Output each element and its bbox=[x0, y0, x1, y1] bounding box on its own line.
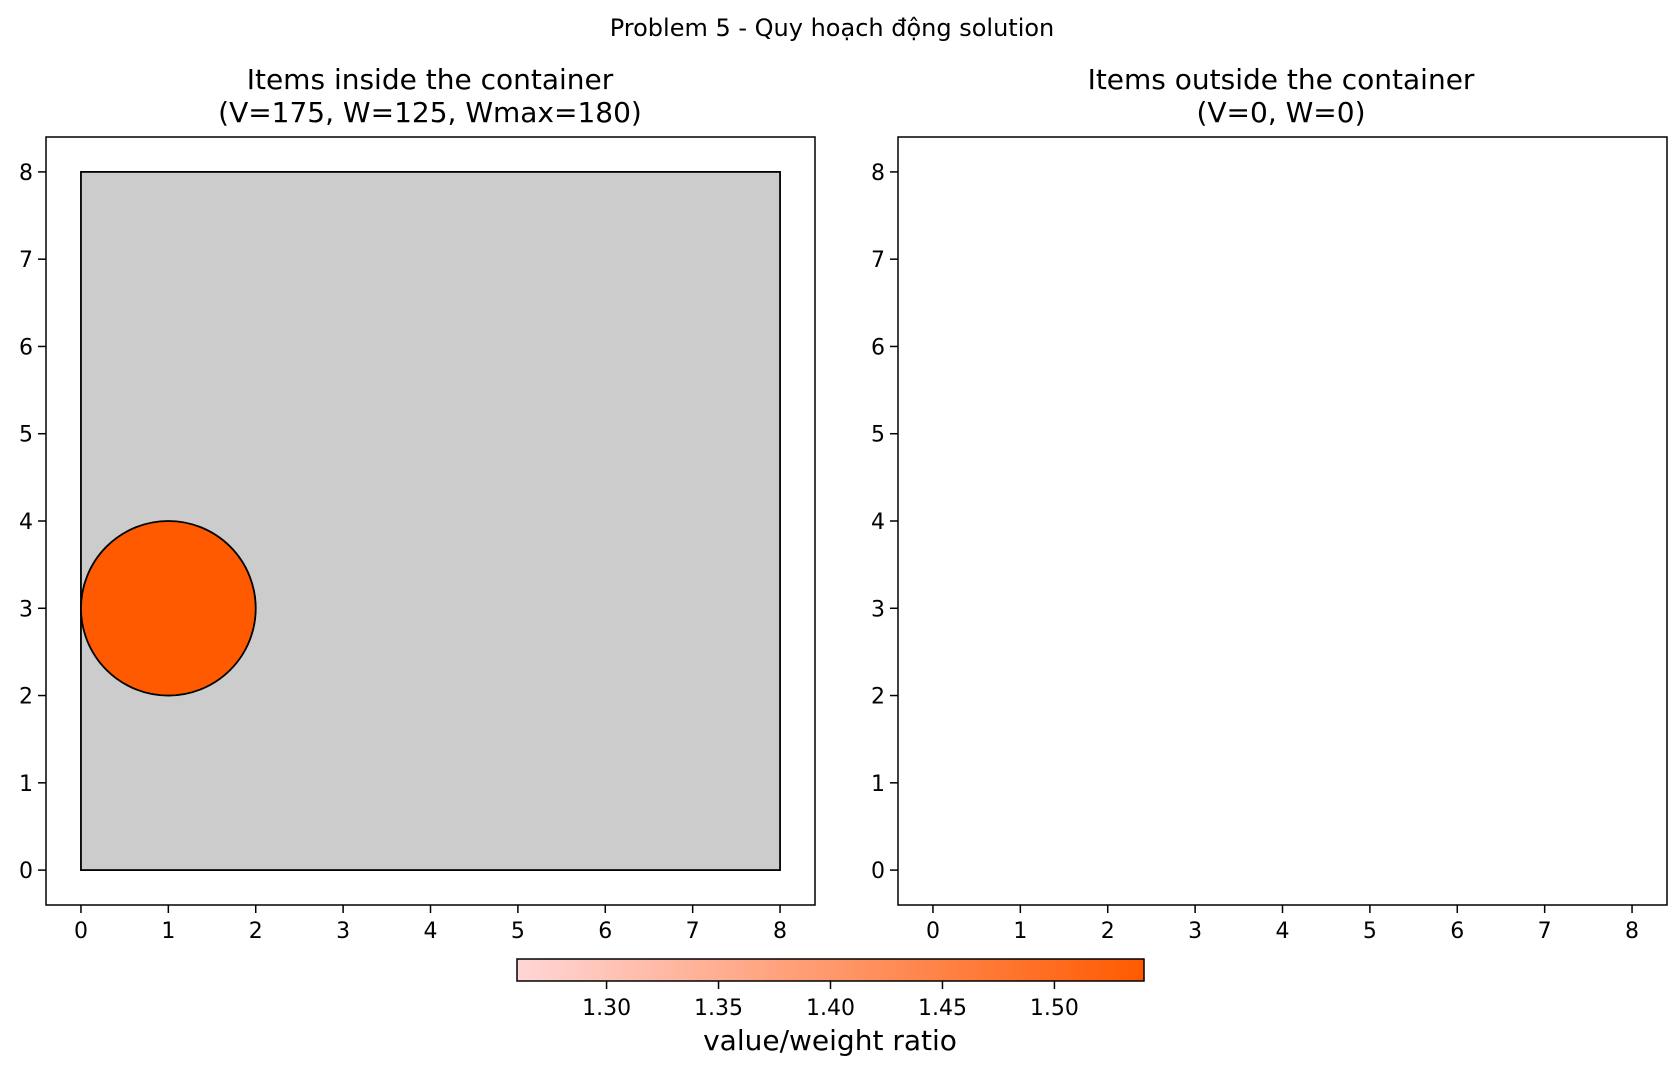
x-tick-label: 5 bbox=[1363, 919, 1377, 944]
plot-area-outside: 0 1 2 3 4 5 6 7 8 0 1 2 3 4 5 6 7 8 bbox=[871, 136, 1668, 944]
x-tick-label: 4 bbox=[424, 919, 438, 944]
x-tick-label: 8 bbox=[773, 919, 787, 944]
x-tick-label: 0 bbox=[926, 919, 940, 944]
container-rect bbox=[80, 171, 781, 871]
y-tick-label: 5 bbox=[19, 423, 33, 448]
y-tick-label: 8 bbox=[871, 161, 885, 186]
x-tick-label: 7 bbox=[1538, 919, 1552, 944]
x-tick-label: 6 bbox=[1450, 919, 1464, 944]
y-tick-label: 7 bbox=[871, 248, 885, 273]
item-circle bbox=[80, 520, 257, 697]
y-tick-label: 3 bbox=[871, 597, 885, 622]
colorbar-tick-label: 1.45 bbox=[918, 996, 967, 1021]
panel-outside-title-line1: Items outside the container bbox=[1088, 63, 1475, 96]
x-tick-label: 2 bbox=[1101, 919, 1115, 944]
y-tick-label: 2 bbox=[871, 685, 885, 710]
axes-frame bbox=[897, 136, 1668, 906]
y-tick-label: 4 bbox=[19, 510, 33, 535]
y-tick-label: 2 bbox=[19, 685, 33, 710]
colorbar-ticks: 1.30 1.35 1.40 1.45 1.50 bbox=[582, 981, 1079, 1021]
x-tick-label: 8 bbox=[1625, 919, 1639, 944]
x-tick-label: 3 bbox=[336, 919, 350, 944]
x-tick-label: 6 bbox=[598, 919, 612, 944]
y-tick-label: 6 bbox=[19, 335, 33, 360]
colorbar-gradient bbox=[516, 958, 1145, 982]
colorbar-tick-label: 1.40 bbox=[806, 996, 855, 1021]
plot-area-inside: 0 1 2 3 4 5 6 7 8 0 1 2 3 4 5 6 7 8 bbox=[19, 136, 816, 944]
panel-inside: Items inside the container (V=175, W=125… bbox=[19, 63, 816, 944]
x-tick-label: 0 bbox=[74, 919, 88, 944]
y-tick-label: 0 bbox=[19, 859, 33, 884]
y-tick-label: 0 bbox=[871, 859, 885, 884]
y-tick-label: 7 bbox=[19, 248, 33, 273]
x-tick-label: 1 bbox=[1013, 919, 1027, 944]
colorbar-tick-label: 1.35 bbox=[694, 996, 743, 1021]
panel-outside-title-line2: (V=0, W=0) bbox=[1196, 96, 1365, 129]
y-tick-label: 5 bbox=[871, 423, 885, 448]
colorbar-label: value/weight ratio bbox=[703, 1024, 957, 1057]
y-tick-label: 4 bbox=[871, 510, 885, 535]
x-tick-label: 5 bbox=[511, 919, 525, 944]
y-tick-label: 1 bbox=[871, 772, 885, 797]
colorbar-tick-label: 1.30 bbox=[582, 996, 631, 1021]
x-tick-label: 4 bbox=[1276, 919, 1290, 944]
colorbar: 1.30 1.35 1.40 1.45 1.50 value/weight ratio bbox=[516, 958, 1145, 1057]
y-tick-label: 6 bbox=[871, 335, 885, 360]
x-tick-label: 3 bbox=[1188, 919, 1202, 944]
y-tick-label: 3 bbox=[19, 597, 33, 622]
panel-inside-title-line2: (V=175, W=125, Wmax=180) bbox=[218, 96, 642, 129]
x-tick-label: 1 bbox=[161, 919, 175, 944]
y-tick-label: 8 bbox=[19, 161, 33, 186]
panel-outside: Items outside the container (V=0, W=0) 0… bbox=[871, 63, 1668, 944]
y-tick-label: 1 bbox=[19, 772, 33, 797]
colorbar-tick-label: 1.50 bbox=[1030, 996, 1079, 1021]
x-tick-label: 2 bbox=[249, 919, 263, 944]
figure-title: Problem 5 - Quy hoạch động solution bbox=[610, 14, 1055, 42]
panel-inside-title-line1: Items inside the container bbox=[247, 63, 614, 96]
x-tick-label: 7 bbox=[686, 919, 700, 944]
